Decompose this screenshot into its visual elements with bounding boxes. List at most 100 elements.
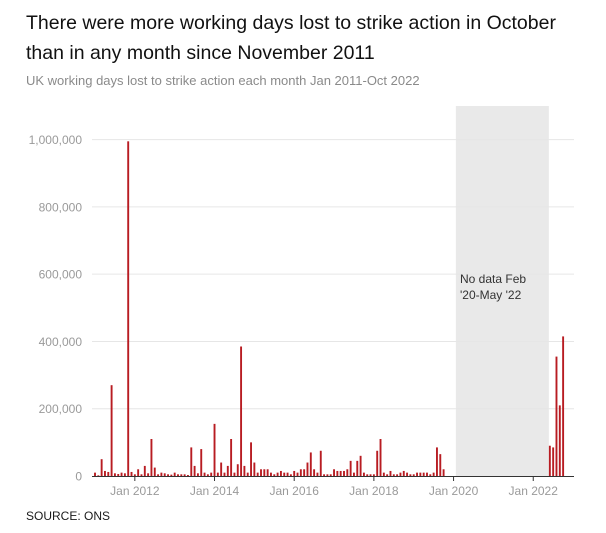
no-data-shaded-region (455, 106, 549, 476)
bar (552, 447, 555, 476)
bar (170, 474, 173, 476)
bar (412, 474, 415, 476)
bar (336, 470, 339, 476)
bar (439, 454, 442, 476)
bar (210, 472, 213, 476)
bar (256, 472, 259, 476)
bar (153, 467, 156, 476)
y-tick-label: 0 (75, 470, 82, 484)
bar (319, 450, 322, 476)
bar (419, 472, 422, 476)
y-tick-label: 1,000,000 (29, 133, 83, 147)
bar (293, 470, 296, 476)
bar (163, 473, 166, 476)
bar (303, 469, 306, 476)
bar (147, 473, 150, 476)
bar (389, 470, 392, 476)
bar (230, 439, 233, 476)
bar (356, 460, 359, 476)
bar (416, 472, 418, 476)
bar (289, 474, 292, 476)
bar (286, 472, 289, 476)
x-tick-label: Jan 2016 (270, 484, 320, 498)
bar (309, 452, 312, 476)
bar (143, 465, 146, 476)
bar (339, 470, 342, 476)
bar (266, 469, 269, 476)
bar (422, 472, 425, 476)
bar (399, 472, 402, 476)
bar (426, 472, 428, 476)
bar (177, 474, 179, 476)
bar (366, 474, 369, 476)
bar (220, 462, 223, 476)
y-tick-label: 800,000 (39, 200, 83, 214)
no-data-annotation: No data Feb '20-May '22 (460, 272, 526, 302)
bars (94, 141, 565, 476)
x-tick-label: Jan 2012 (110, 484, 160, 498)
bar (346, 469, 349, 476)
bar (409, 474, 412, 476)
source-note: SOURCE: ONS (26, 509, 111, 523)
x-tick-label: Jan 2022 (509, 484, 559, 498)
bar (372, 474, 375, 476)
bar (97, 475, 100, 476)
bar (246, 472, 249, 476)
bar (359, 455, 362, 476)
bar (133, 474, 136, 476)
bar (150, 439, 153, 476)
chart-title: There were more working days lost to str… (26, 12, 556, 64)
bar (173, 472, 176, 476)
bar (392, 474, 395, 476)
bar (253, 462, 256, 476)
bar (402, 470, 405, 476)
bar (137, 469, 140, 476)
bar (562, 336, 565, 476)
bar (299, 469, 302, 476)
bar (323, 474, 326, 476)
bar (110, 385, 113, 476)
bar (190, 447, 193, 476)
bar (316, 472, 319, 476)
bar (226, 465, 229, 476)
bar (236, 464, 239, 476)
bar (396, 474, 399, 476)
y-tick-label: 600,000 (39, 268, 83, 282)
bar (349, 460, 352, 476)
bar (160, 472, 163, 476)
bar (369, 474, 372, 476)
bar (117, 473, 120, 476)
bar (180, 474, 183, 476)
bar (123, 473, 126, 476)
bar (276, 472, 279, 476)
bar (379, 439, 382, 476)
bar (555, 356, 558, 476)
bar (329, 474, 332, 476)
bar (140, 474, 143, 476)
bar (442, 469, 445, 476)
y-axis-tick-labels: 0 200,000 400,000 600,000 800,000 1,000,000 (29, 133, 83, 483)
bar (436, 447, 438, 476)
bar (273, 474, 276, 476)
bar (362, 472, 365, 476)
x-tick-label: Jan 2020 (429, 484, 479, 498)
bar (260, 469, 262, 476)
bar (216, 472, 219, 476)
bar (104, 470, 106, 476)
y-tick-label: 400,000 (39, 335, 83, 349)
bar (233, 472, 236, 476)
gridlines (92, 139, 574, 410)
bar (333, 469, 335, 476)
bar (250, 442, 252, 476)
bar (243, 465, 246, 476)
bar (167, 474, 169, 476)
bar (353, 472, 355, 476)
bar (113, 473, 116, 476)
bar (386, 474, 389, 476)
bar (382, 472, 385, 476)
bar (326, 474, 329, 476)
bar (223, 472, 226, 476)
x-tick-label: Jan 2018 (349, 484, 399, 498)
bar (406, 472, 409, 476)
bar (432, 472, 435, 476)
